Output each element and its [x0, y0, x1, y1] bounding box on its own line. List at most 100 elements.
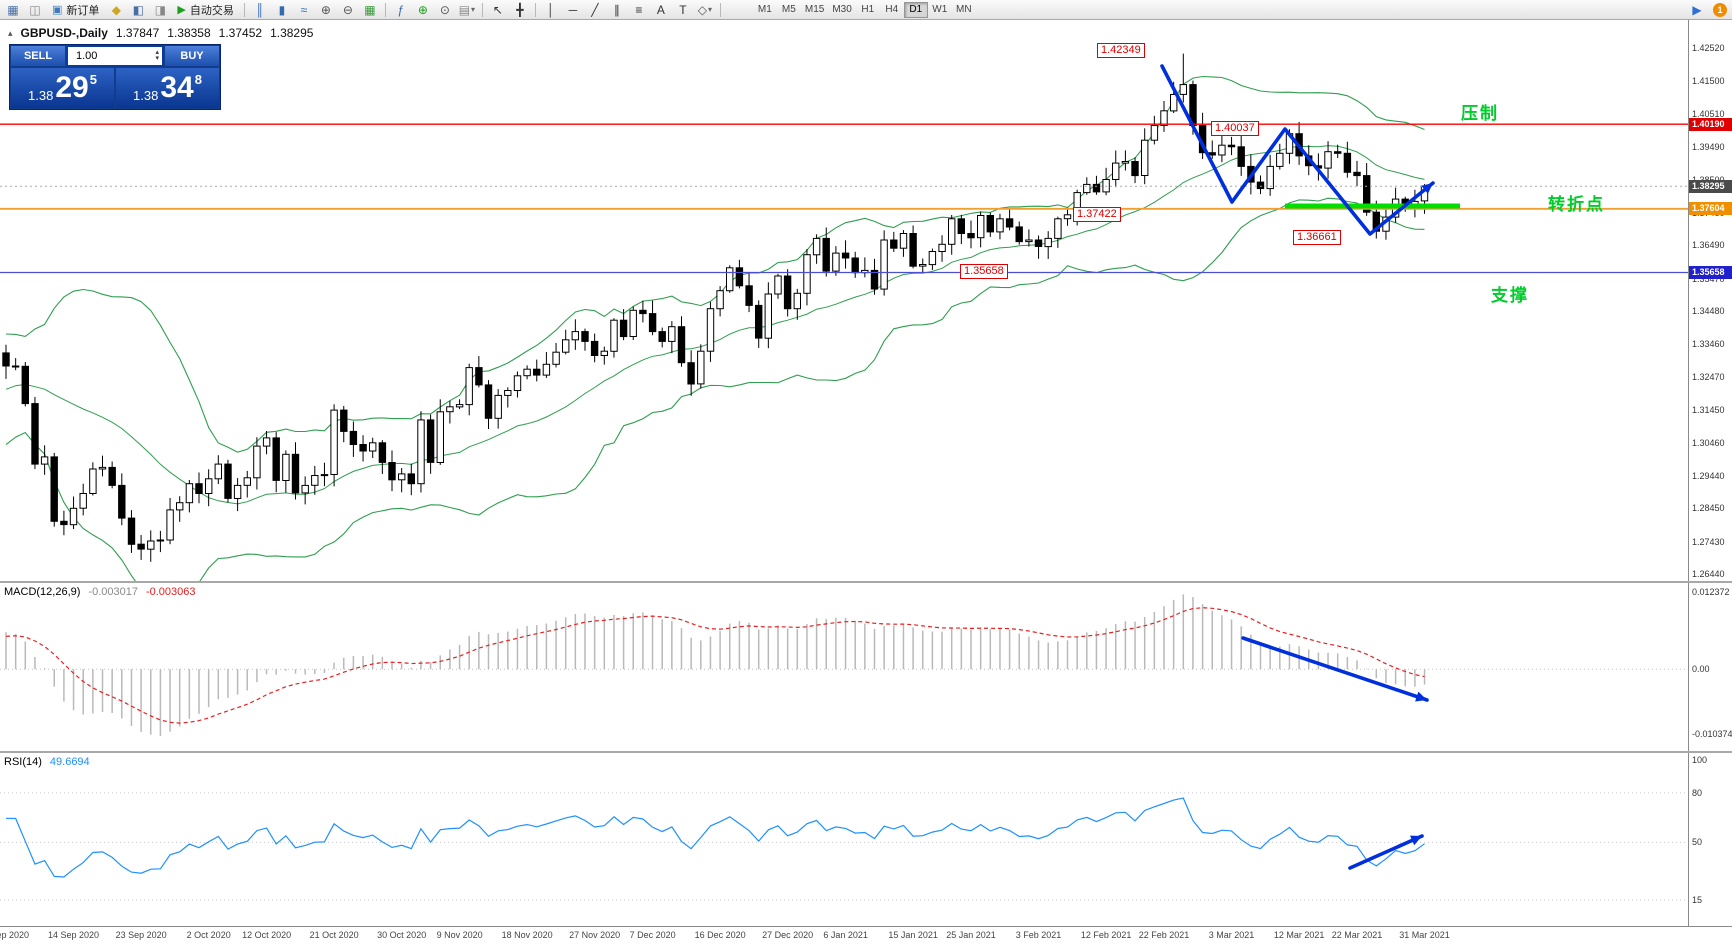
toolbar-separator — [534, 2, 536, 17]
price-tag[interactable]: 1.37422 — [1073, 207, 1121, 222]
timeframe-h1-button[interactable]: H1 — [861, 4, 875, 15]
rsi-up-arrow-head — [1410, 835, 1422, 846]
bar-chart-icon[interactable]: ║ — [255, 2, 265, 17]
macd-down-arrow[interactable] — [1241, 636, 1429, 702]
timeframe-m5-button[interactable]: M5 — [781, 4, 796, 15]
line-chart-icon[interactable]: ≈ — [300, 2, 308, 17]
rsi-canvas[interactable] — [0, 753, 1688, 926]
metaeditor-icon[interactable]: ◆ — [111, 2, 122, 17]
date-axis-label: 3 Feb 2021 — [1015, 930, 1062, 940]
macd-canvas[interactable] — [0, 583, 1688, 751]
zoom-out-icon[interactable]: ⊖ — [342, 2, 353, 17]
dropdown-caret-icon: ▾ — [471, 4, 476, 14]
add-indicator-icon[interactable]: ⊕ — [417, 2, 428, 17]
date-axis-label: 2 Oct 2020 — [186, 930, 231, 940]
crosshair-icon[interactable]: ╋ — [516, 2, 524, 17]
support-label[interactable]: 支撑 — [1491, 286, 1529, 305]
rsi-axis-tick: 15 — [1692, 895, 1703, 905]
price-tag[interactable]: 1.36661 — [1293, 230, 1341, 245]
pane-splitter-macd[interactable] — [0, 581, 1732, 583]
volume-spinner[interactable]: ▴ ▾ — [155, 49, 159, 62]
price-axis-tick: 1.40510 — [1692, 108, 1725, 119]
buy-price-button[interactable]: 1.38 34 8 — [115, 67, 220, 109]
buy-price-big: 34 — [160, 71, 194, 104]
rsi-panel[interactable]: RSI(14) 49.6694 — [0, 753, 1688, 926]
market-watch-icon[interactable]: ◧ — [132, 2, 145, 17]
date-axis-label: 22 Feb 2021 — [1138, 930, 1190, 940]
trendline-icon[interactable]: ╱ — [591, 2, 599, 17]
timeframe-m15-button[interactable]: M15 — [804, 4, 825, 15]
channel-icon[interactable]: ∥ — [613, 2, 620, 17]
timeframe-d1-button[interactable]: D1 — [903, 1, 928, 18]
macd-signal-value: -0.003063 — [145, 586, 196, 598]
spinner-up-icon[interactable]: ▴ — [155, 49, 159, 56]
rsi-line — [5, 797, 1425, 878]
new-order-button[interactable]: ▣ 新订单 — [47, 1, 104, 18]
text-icon[interactable]: A — [656, 2, 665, 17]
candles — [2, 53, 1429, 562]
date-axis-label: 27 Nov 2020 — [569, 930, 621, 940]
date-axis[interactable]: 3 Sep 2020 14 Sep 2020 23 Sep 2020 2 Oct 20… — [0, 926, 1732, 944]
price-axis-tick: 1.33460 — [1692, 339, 1725, 350]
chart-window-icon[interactable]: ▦ — [7, 2, 19, 17]
indicators-icon[interactable]: ƒ — [397, 2, 405, 17]
price-scale-column[interactable]: 1.425201.415001.405101.394901.385001.374… — [1688, 20, 1732, 926]
rsi-axis-tick: 50 — [1692, 837, 1703, 848]
cycles-icon[interactable]: ⊙ — [439, 2, 450, 17]
resistance-label[interactable]: 压制 — [1461, 104, 1499, 123]
horizontal-line-icon[interactable]: ─ — [568, 2, 578, 17]
macd-down-arrow-head — [1415, 691, 1427, 702]
price-axis-tick: 1.38500 — [1692, 175, 1725, 185]
cursor-icon[interactable]: ↖ — [492, 2, 503, 17]
autotrade-button[interactable]: ▶ 自动交易 — [172, 1, 238, 18]
ohlc-open: 1.37847 — [115, 26, 160, 40]
timeframe-m1-button[interactable]: M1 — [757, 4, 772, 15]
notification-badge[interactable]: 1 — [1713, 3, 1727, 17]
vertical-line-icon[interactable]: │ — [547, 2, 555, 17]
date-axis-label: 21 Oct 2020 — [309, 930, 359, 940]
timeframe-h4-button[interactable]: H4 — [885, 4, 899, 15]
dropdown-caret-icon: ▾ — [707, 4, 712, 14]
price-axis-tick: 1.29440 — [1692, 470, 1725, 481]
tile-windows-icon[interactable]: ▦ — [364, 2, 376, 17]
macd-panel[interactable]: MACD(12,26,9) -0.003017 -0.003063 — [0, 583, 1688, 751]
rsi-up-arrow[interactable] — [1348, 834, 1424, 870]
pivot-label[interactable]: 转折点 — [1548, 195, 1605, 214]
sell-button[interactable]: SELL — [10, 45, 66, 67]
trend-zigzag-arrow[interactable] — [1160, 64, 1435, 236]
navigator-icon[interactable]: ◨ — [154, 2, 167, 17]
price-tag[interactable]: 1.42349 — [1097, 43, 1145, 58]
price-tag[interactable]: 1.35658 — [960, 264, 1008, 279]
chart-menu-icon[interactable]: ▴ — [8, 27, 13, 38]
timeframe-mn-button[interactable]: MN — [956, 4, 972, 15]
spinner-down-icon[interactable]: ▾ — [155, 55, 159, 62]
price-chart-canvas[interactable] — [0, 20, 1688, 581]
text-label-icon[interactable]: T — [679, 2, 687, 17]
autotrade-button-icon: ▶ — [177, 4, 186, 16]
price-axis-tick: 1.36490 — [1692, 240, 1725, 251]
timeframe-group: M1 M5 M15 M30 H1 H4 D1 W1 MN — [753, 0, 976, 19]
zoom-in-icon[interactable]: ⊕ — [320, 2, 331, 17]
shapes-dropdown[interactable]: ◇ ▾ — [697, 2, 712, 17]
date-axis-label: 12 Feb 2021 — [1080, 930, 1132, 940]
volume-input[interactable]: 1.00 ▴ ▾ — [68, 47, 162, 65]
alert-icon[interactable]: ▶ — [1692, 3, 1702, 17]
buy-button[interactable]: BUY — [164, 45, 220, 67]
profiles-icon[interactable]: ◫ — [29, 2, 41, 17]
price-axis-tick: 1.28450 — [1692, 503, 1725, 514]
price-tag[interactable]: 1.40037 — [1211, 121, 1259, 136]
pane-splitter-rsi[interactable] — [0, 751, 1732, 753]
fibonacci-icon[interactable]: ≡ — [635, 2, 643, 17]
symbol-period: GBPUSD-,Daily — [20, 26, 108, 40]
chart-info-line: ▴ GBPUSD-,Daily 1.37847 1.38358 1.37452 … — [8, 26, 313, 40]
ohlc-low: 1.37452 — [218, 26, 263, 40]
bollinger-bands — [5, 75, 1425, 581]
main-chart-panel[interactable]: ▴ GBPUSD-,Daily 1.37847 1.38358 1.37452 … — [0, 20, 1688, 581]
sell-price-button[interactable]: 1.38 29 5 — [10, 67, 115, 109]
date-axis-label: 31 Mar 2021 — [1399, 930, 1450, 940]
templates-dropdown[interactable]: ▤ ▾ — [458, 2, 476, 17]
candlestick-chart-icon[interactable]: ▮ — [278, 2, 286, 17]
sell-price-big: 29 — [55, 71, 89, 104]
timeframe-m30-button[interactable]: M30 — [832, 4, 852, 15]
timeframe-w1-button[interactable]: W1 — [932, 4, 948, 15]
